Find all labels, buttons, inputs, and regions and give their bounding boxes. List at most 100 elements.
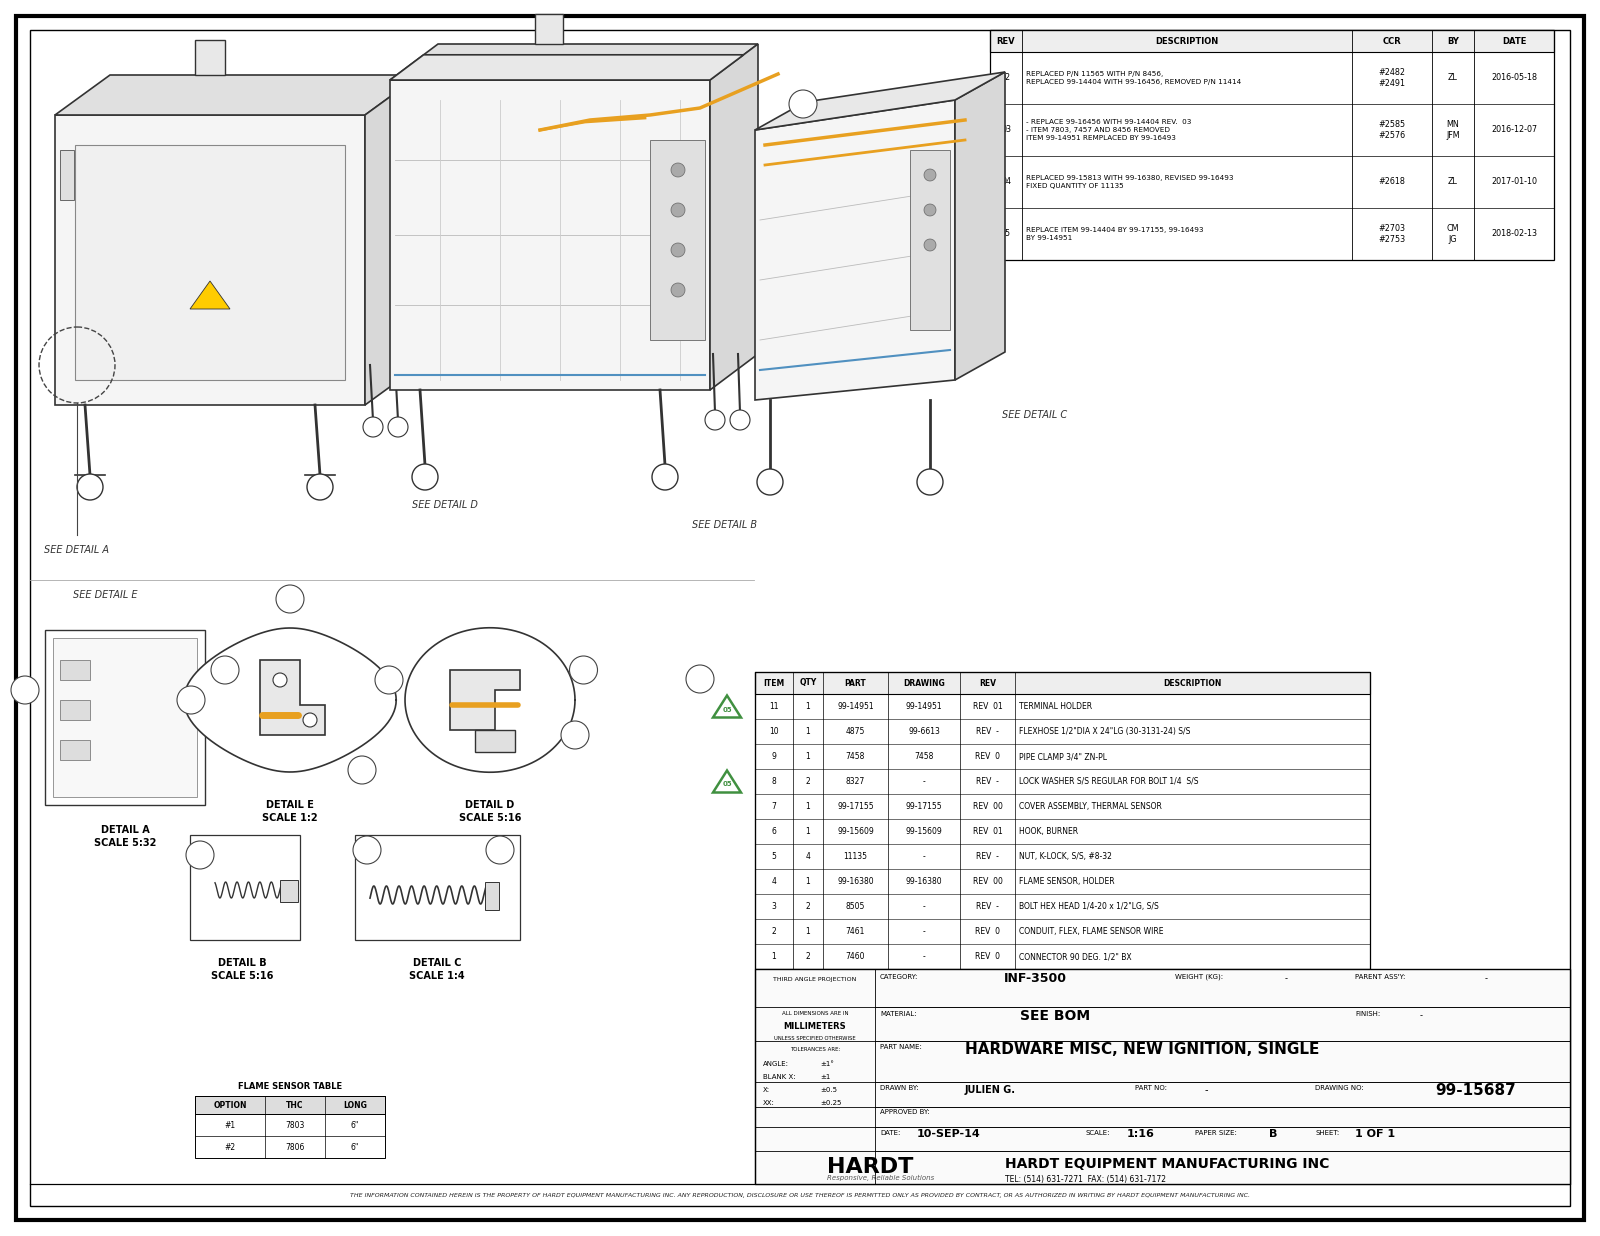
Text: 4: 4 — [771, 878, 776, 886]
Circle shape — [670, 243, 685, 257]
Text: 05: 05 — [722, 707, 731, 712]
Text: 4: 4 — [805, 852, 811, 861]
Text: -: - — [1285, 974, 1288, 983]
Text: 11: 11 — [770, 702, 779, 711]
Bar — [755, 969, 1570, 1184]
Text: 1: 1 — [806, 751, 810, 761]
Circle shape — [211, 656, 238, 684]
Text: XX:: XX: — [763, 1100, 774, 1106]
Text: 99-14951: 99-14951 — [906, 702, 942, 711]
Text: - REPLACE 99-16456 WITH 99-14404 REV.  03
- ITEM 7803, 7457 AND 8456 REMOVED
ITE: - REPLACE 99-16456 WITH 99-14404 REV. 03… — [1026, 120, 1192, 141]
Text: 99-15609: 99-15609 — [837, 827, 874, 836]
Text: 7460: 7460 — [846, 952, 866, 962]
Text: 3: 3 — [698, 675, 702, 684]
Bar — [54, 115, 365, 405]
Text: 2016-05-18: 2016-05-18 — [1491, 73, 1538, 83]
Bar — [990, 30, 1554, 260]
Text: 7: 7 — [771, 802, 776, 811]
Text: #2703
#2753: #2703 #2753 — [1379, 224, 1405, 243]
Text: ±1°: ±1° — [819, 1060, 834, 1067]
Text: 2: 2 — [771, 927, 776, 936]
Text: DETAIL E
SCALE 1:2: DETAIL E SCALE 1:2 — [262, 800, 318, 823]
Circle shape — [670, 283, 685, 297]
Text: ZL: ZL — [1448, 73, 1458, 83]
Text: SHEET:: SHEET: — [1315, 1130, 1339, 1136]
Text: 2016-12-07: 2016-12-07 — [1491, 126, 1538, 135]
Text: 7806: 7806 — [285, 1142, 304, 1152]
Text: REPLACED 99-15813 WITH 99-16380, REVISED 99-16493
FIXED QUANTITY OF 11135: REPLACED 99-15813 WITH 99-16380, REVISED… — [1026, 176, 1234, 189]
Bar — [61, 660, 90, 680]
Bar — [650, 140, 706, 340]
Text: LOCK WASHER S/S REGULAR FOR BOLT 1/4  S/S: LOCK WASHER S/S REGULAR FOR BOLT 1/4 S/S — [1019, 777, 1198, 786]
Bar — [45, 630, 205, 805]
Circle shape — [925, 204, 936, 216]
Text: -: - — [1421, 1011, 1422, 1020]
Text: B: B — [1269, 1128, 1277, 1140]
Text: 8: 8 — [581, 665, 586, 675]
Text: CONDUIT, FLEX, FLAME SENSOR WIRE: CONDUIT, FLEX, FLAME SENSOR WIRE — [1019, 927, 1163, 936]
Text: 6: 6 — [286, 595, 293, 603]
Circle shape — [363, 417, 382, 438]
Text: 11: 11 — [219, 665, 230, 675]
Text: -: - — [923, 927, 925, 936]
Text: COVER ASSEMBLY, THERMAL SENSOR: COVER ASSEMBLY, THERMAL SENSOR — [1019, 802, 1162, 811]
Circle shape — [77, 473, 102, 501]
Text: -: - — [923, 902, 925, 911]
Text: TEL: (514) 631-7271  FAX: (514) 631-7172: TEL: (514) 631-7271 FAX: (514) 631-7172 — [1005, 1175, 1166, 1184]
Text: 6": 6" — [350, 1121, 358, 1130]
Text: 03: 03 — [1002, 126, 1011, 135]
Text: JULIEN G.: JULIEN G. — [965, 1085, 1016, 1095]
Text: 1: 1 — [771, 952, 776, 962]
Circle shape — [670, 203, 685, 218]
Circle shape — [917, 468, 942, 494]
Text: FLAME SENSOR TABLE: FLAME SENSOR TABLE — [238, 1082, 342, 1091]
Text: HOOK, BURNER: HOOK, BURNER — [1019, 827, 1078, 836]
Text: 6: 6 — [771, 827, 776, 836]
Circle shape — [307, 473, 333, 501]
Text: 6: 6 — [573, 730, 578, 739]
Text: 1: 1 — [806, 927, 810, 936]
Text: DETAIL C
SCALE 1:4: DETAIL C SCALE 1:4 — [410, 958, 466, 981]
Polygon shape — [405, 628, 574, 772]
Text: FLAME SENSOR, HOLDER: FLAME SENSOR, HOLDER — [1019, 878, 1115, 886]
Text: REV  01: REV 01 — [973, 827, 1002, 836]
Text: REV  -: REV - — [976, 902, 998, 911]
Bar — [534, 14, 563, 44]
Text: 99-17155: 99-17155 — [906, 802, 942, 811]
Text: ALL DIMENSIONS ARE IN: ALL DIMENSIONS ARE IN — [782, 1011, 848, 1016]
Text: 10: 10 — [797, 100, 808, 109]
Text: REV  0: REV 0 — [974, 952, 1000, 962]
Circle shape — [349, 756, 376, 784]
Text: 2: 2 — [806, 902, 810, 911]
Text: DRAWING: DRAWING — [902, 679, 946, 687]
Text: 02: 02 — [1002, 73, 1011, 83]
Text: LONG: LONG — [342, 1100, 366, 1110]
Text: TOLERANCES ARE:: TOLERANCES ARE: — [790, 1047, 840, 1052]
Text: PIPE CLAMP 3/4" ZN-PL: PIPE CLAMP 3/4" ZN-PL — [1019, 751, 1107, 761]
Text: X:: X: — [763, 1086, 770, 1093]
Text: REPLACED P/N 11565 WITH P/N 8456,
REPLACED 99-14404 WITH 99-16456, REMOVED P/N 1: REPLACED P/N 11565 WITH P/N 8456, REPLAC… — [1026, 72, 1242, 85]
Text: #2: #2 — [224, 1142, 235, 1152]
Circle shape — [178, 686, 205, 714]
Text: HARDWARE MISC, NEW IGNITION, SINGLE: HARDWARE MISC, NEW IGNITION, SINGLE — [965, 1042, 1320, 1057]
Text: 99-16380: 99-16380 — [906, 878, 942, 886]
Text: DESCRIPTION: DESCRIPTION — [1163, 679, 1222, 687]
Circle shape — [274, 672, 286, 687]
Text: 4875: 4875 — [846, 727, 866, 735]
Text: CATEGORY:: CATEGORY: — [880, 974, 918, 980]
Text: SEE BOM: SEE BOM — [1019, 1009, 1090, 1023]
Text: 1:16: 1:16 — [1126, 1128, 1155, 1140]
Text: UNLESS SPECIFIED OTHERWISE: UNLESS SPECIFIED OTHERWISE — [774, 1036, 856, 1041]
Bar — [195, 40, 226, 75]
Bar — [75, 145, 346, 379]
Text: 2017-01-10: 2017-01-10 — [1491, 178, 1538, 187]
Text: 05: 05 — [722, 781, 731, 787]
Text: 8505: 8505 — [846, 902, 866, 911]
Polygon shape — [54, 75, 419, 115]
Text: ZL: ZL — [1448, 178, 1458, 187]
Text: MN
JFM: MN JFM — [1446, 120, 1459, 140]
Circle shape — [653, 464, 678, 489]
Bar — [755, 672, 1370, 693]
Text: HARDT EQUIPMENT MANUFACTURING INC: HARDT EQUIPMENT MANUFACTURING INC — [1005, 1157, 1330, 1170]
Text: SEE DETAIL A: SEE DETAIL A — [45, 545, 109, 555]
